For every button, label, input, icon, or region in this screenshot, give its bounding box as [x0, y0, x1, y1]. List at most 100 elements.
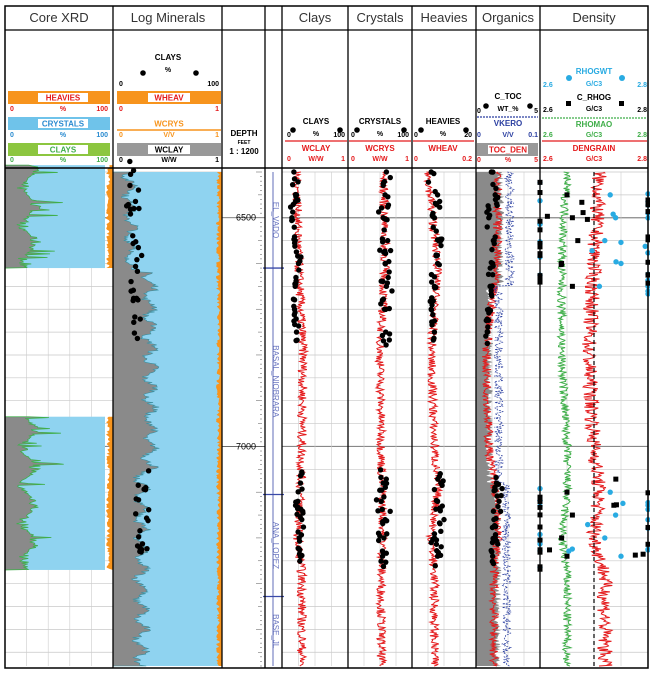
ctoc-unit: WT_%	[498, 106, 520, 113]
point-c_toc	[486, 272, 491, 277]
point-clays	[292, 234, 297, 239]
point-rhogwt	[602, 535, 607, 540]
crystals-legend-max: 100	[96, 132, 108, 139]
point-heavies	[440, 503, 445, 508]
wheav-name: WHEAV	[428, 144, 458, 153]
point-c_toc	[491, 561, 496, 566]
clays-dot-min: 0	[287, 132, 291, 139]
point-c_rhog	[565, 192, 570, 197]
point-heavies	[432, 531, 437, 536]
vkero-unit: V/V	[502, 132, 514, 139]
point-heavies	[429, 322, 434, 327]
track-title: Organics	[482, 10, 535, 25]
point-lm-clays	[136, 534, 141, 539]
point-crystals	[387, 509, 392, 514]
point-c_toc	[490, 263, 495, 268]
point-c_rhog	[581, 210, 586, 215]
vkero-max: 0.1	[528, 132, 538, 139]
point-clays	[298, 506, 303, 511]
wclay-lm-legend-min: 0	[119, 157, 123, 164]
depth-unit: FEET	[238, 140, 251, 146]
point-crystals	[377, 488, 382, 493]
clays-dot-name: CLAYS	[303, 117, 330, 126]
point-crystals	[381, 180, 386, 185]
point-crystals	[380, 507, 385, 512]
point-crystals	[380, 297, 385, 302]
wheav-legend-name: WHEAV	[154, 94, 184, 103]
wcrys-legend-name: WCRYS	[154, 120, 184, 129]
point-lm-clays	[136, 483, 141, 488]
point-c_toc	[493, 524, 498, 529]
rhomao-unit: G/C3	[586, 132, 602, 139]
point-heavies	[439, 236, 444, 241]
point-lm-clays	[128, 206, 133, 211]
point-heavies	[432, 285, 437, 290]
point-heavies	[431, 171, 436, 176]
point-c_rhog	[633, 553, 638, 558]
heavies-dot-max: 20	[464, 132, 472, 139]
point-heavies	[438, 243, 443, 248]
point-crystals	[385, 194, 390, 199]
point-rhogwt	[643, 244, 648, 249]
point-c_rhog	[613, 477, 618, 482]
heavies-legend-min: 0	[10, 106, 14, 113]
point-c_toc	[494, 203, 499, 208]
point-c_toc	[493, 516, 498, 521]
lm-dot-unit: %	[165, 67, 172, 74]
point-c_toc	[484, 210, 489, 215]
point-c_rhog	[559, 535, 564, 540]
point-clays	[295, 489, 300, 494]
point-clays	[292, 243, 297, 248]
wcrys-legend-min: 0	[119, 132, 123, 139]
point-crystals	[378, 467, 383, 472]
track-title: Clays	[299, 10, 332, 25]
point-crystals	[382, 216, 387, 221]
point-crystals	[384, 476, 389, 481]
point-heavies	[432, 329, 437, 334]
heavies-legend-unit: %	[60, 106, 67, 113]
depth-label-7000: 7000	[236, 441, 256, 451]
point-c_rhog	[565, 490, 570, 495]
wcrys-legend-unit: V/V	[163, 132, 175, 139]
point-lm-clays	[130, 233, 135, 238]
point-heavies	[432, 487, 437, 492]
tocden-min: 0	[477, 157, 481, 164]
point-c_rhog	[545, 214, 550, 219]
point-crystals	[383, 307, 388, 312]
point-crystals	[386, 275, 391, 280]
point-heavies	[436, 550, 441, 555]
point-rhogwt	[585, 522, 590, 527]
point-lm-clays	[133, 264, 138, 269]
point-lm-clays	[145, 518, 150, 523]
clays-legend-min: 0	[10, 157, 14, 164]
point-c_toc	[492, 241, 497, 246]
point-lm-clays	[136, 245, 141, 250]
clays-legend-name: CLAYS	[50, 146, 77, 155]
point-heavies	[437, 262, 442, 267]
point-lm-clays	[136, 206, 141, 211]
point-clays	[296, 323, 301, 328]
point-c_rhog	[579, 200, 584, 205]
wheav-legend-min: 0	[119, 106, 123, 113]
rhomao-min: 2.6	[543, 132, 553, 139]
point-lm-clays	[132, 330, 137, 335]
dengrain-max: 2.8	[637, 156, 647, 163]
point-crystals	[380, 519, 385, 524]
point-crystals	[380, 239, 385, 244]
point-clays	[293, 338, 298, 343]
point-rhogwt	[613, 512, 618, 517]
wclay-max: 1	[341, 156, 345, 163]
point-clays	[295, 529, 300, 534]
clays-legend-max: 100	[96, 157, 108, 164]
point-c_toc	[498, 509, 503, 514]
point-lm-clays	[134, 496, 139, 501]
point-rhogwt	[602, 238, 607, 243]
track-title: Crystals	[357, 10, 404, 25]
point-heavies	[431, 225, 436, 230]
point-rhogwt	[608, 489, 613, 494]
point-rhogwt	[608, 192, 613, 197]
rhogwt-max: 2.8	[637, 82, 647, 89]
point-c_toc	[485, 324, 490, 329]
point-c_toc	[496, 499, 501, 504]
point-c_toc	[491, 509, 496, 514]
